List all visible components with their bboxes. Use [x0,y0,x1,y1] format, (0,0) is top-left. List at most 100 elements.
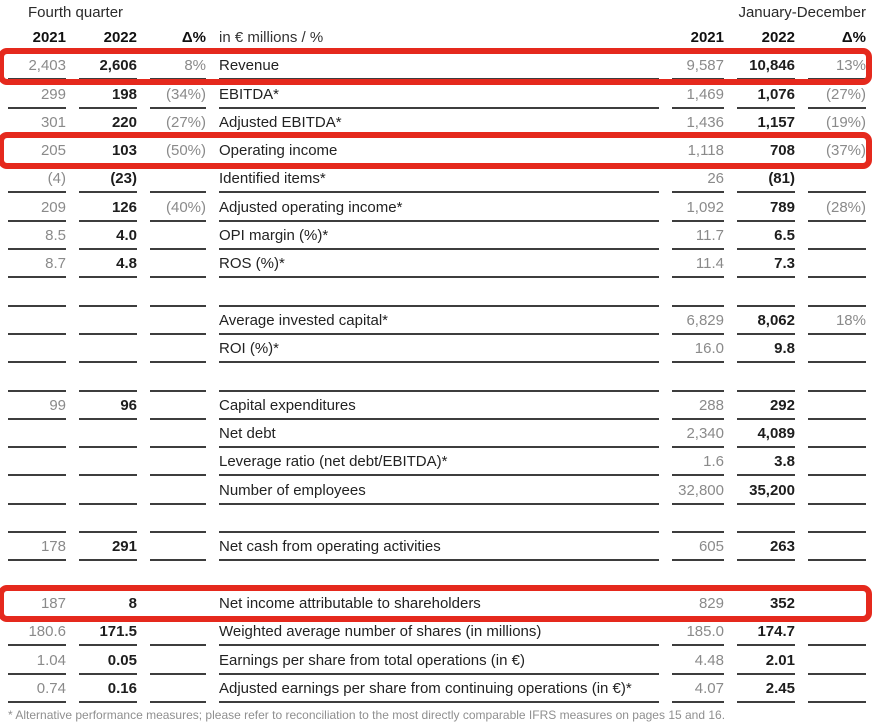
cell-jd-2022: 174.7 [737,618,795,647]
cell-fq-2021: 209 [8,193,66,222]
table-row: ROI (%)* 16.0 9.8 [0,335,875,364]
cell-jd-2022: 789 [737,193,795,222]
cell-metric-label: OPI margin (%)* [219,222,659,251]
cell-fq-2022 [79,448,137,477]
cell-fq-2022 [79,420,137,449]
cell-fq-2022: 0.05 [79,646,137,675]
cell-fq-delta: (40%) [150,193,206,222]
cell-jd-delta [808,476,866,505]
cell-fq-2022 [79,476,137,505]
cell-fq-delta: (27%) [150,109,206,137]
cell-fq-2022: 0.16 [79,675,137,703]
cell-jd-2022: 3.8 [737,448,795,477]
cell-jd-2022: 9.8 [737,335,795,364]
cell-metric-label: Identified items* [219,165,659,194]
cell-jd-delta [808,646,866,675]
cell-jd-2021: 288 [672,392,724,420]
cell-metric-label: Operating income [219,137,659,166]
cell-jd-2021: 11.7 [672,222,724,251]
cell-metric-label: Leverage ratio (net debt/EBITDA)* [219,448,659,477]
cell-jd-delta: (28%) [808,193,866,222]
cell-fq-2022: 171.5 [79,618,137,647]
cell-fq-2021: 180.6 [8,618,66,647]
cell-fq-2021 [8,278,66,307]
cell-jd-2022: 352 [737,590,795,618]
cell-jd-2021: 11.4 [672,250,724,279]
cell-jd-2021: 4.48 [672,646,724,675]
cell-jd-2021: 1,469 [672,80,724,109]
column-header-row: 2021 2022 Δ% in € millions / % 2021 2022… [0,24,875,52]
table-row: (4) (23) Identified items* 26 (81) [0,165,875,194]
cell-jd-delta [808,590,866,618]
cell-metric-label: Revenue [219,52,659,81]
cell-jd-2022 [737,363,795,392]
cell-fq-2021 [8,363,66,392]
cell-jd-delta [808,618,866,647]
cell-jd-delta [808,675,866,703]
cell-fq-2022 [79,278,137,307]
cell-jd-2022 [737,561,795,590]
cell-jd-delta [808,165,866,194]
cell-jd-2021: 1,436 [672,109,724,137]
cell-fq-delta [150,392,206,420]
col-header-fq-delta: Δ% [150,24,206,52]
cell-jd-delta [808,222,866,251]
table-row: 2,403 2,606 8% Revenue 9,587 10,846 13% [0,47,875,85]
cell-jd-2022 [737,505,795,534]
cell-jd-delta [808,561,866,590]
cell-jd-2022: 6.5 [737,222,795,251]
cell-metric-label: EBITDA* [219,80,659,109]
cell-fq-delta: (34%) [150,80,206,109]
cell-fq-2022: 2,606 [79,52,137,81]
cell-fq-delta [150,278,206,307]
cell-jd-delta: 13% [808,52,866,81]
table-row [0,561,875,590]
cell-jd-delta [808,278,866,307]
cell-jd-2022: 4,089 [737,420,795,449]
cell-fq-2021 [8,307,66,335]
cell-fq-2022: 126 [79,193,137,222]
cell-jd-2022: 292 [737,392,795,420]
cell-jd-2022: 1,157 [737,109,795,137]
cell-fq-2021: 178 [8,533,66,562]
cell-fq-2021 [8,335,66,364]
cell-fq-delta [150,222,206,251]
cell-jd-delta [808,250,866,279]
cell-fq-2021 [8,476,66,505]
table-row: 0.74 0.16 Adjusted earnings per share fr… [0,675,875,703]
cell-jd-2022: 35,200 [737,476,795,505]
cell-jd-delta [808,363,866,392]
cell-jd-2021: 16.0 [672,335,724,364]
table-row: Leverage ratio (net debt/EBITDA)* 1.6 3.… [0,448,875,477]
col-header-fq-2022: 2022 [79,24,137,52]
cell-fq-delta [150,335,206,364]
table-row: 209 126 (40%) Adjusted operating income*… [0,193,875,222]
table-row: 301 220 (27%) Adjusted EBITDA* 1,436 1,1… [0,109,875,137]
cell-fq-2021: 99 [8,392,66,420]
cell-fq-2021: 299 [8,80,66,109]
cell-fq-2022: 8 [79,590,137,618]
cell-jd-2021: 2,340 [672,420,724,449]
cell-jd-2022: 10,846 [737,52,795,81]
cell-jd-delta: (37%) [808,137,866,166]
cell-fq-delta [150,165,206,194]
table-row: 8.5 4.0 OPI margin (%)* 11.7 6.5 [0,222,875,251]
cell-metric-label [219,505,659,534]
cell-fq-delta [150,448,206,477]
cell-fq-2021: 2,403 [8,52,66,81]
cell-fq-delta [150,307,206,335]
cell-fq-2021: 8.5 [8,222,66,251]
cell-metric-label: Net debt [219,420,659,449]
period-header: Fourth quarter January-December [0,0,875,24]
cell-jd-delta: (27%) [808,80,866,109]
cell-fq-delta [150,533,206,562]
cell-fq-2022: 103 [79,137,137,166]
cell-metric-label: Adjusted earnings per share from continu… [219,675,659,703]
cell-metric-label [219,278,659,307]
cell-jd-delta: 18% [808,307,866,335]
cell-fq-2022: (23) [79,165,137,194]
cell-jd-delta [808,335,866,364]
footnote: * Alternative performance measures; plea… [8,707,726,722]
cell-fq-2021: 0.74 [8,675,66,703]
cell-metric-label: ROS (%)* [219,250,659,279]
